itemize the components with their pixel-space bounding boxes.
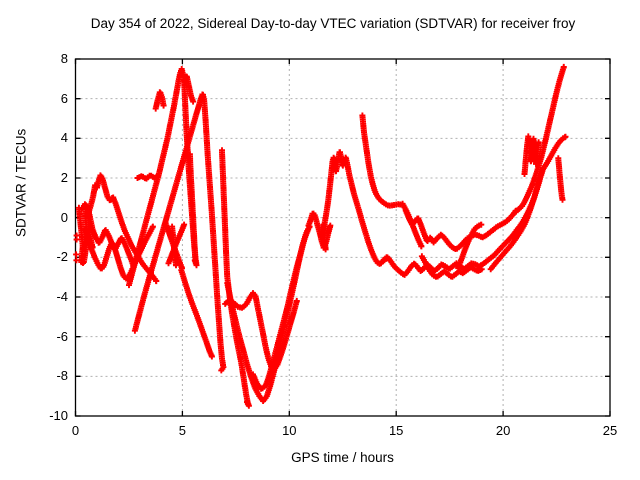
y-tick-label: -6	[56, 328, 68, 344]
series-mid-diagonal	[178, 267, 215, 360]
series-cluster-spur	[78, 201, 137, 269]
y-tick-label: 0	[60, 209, 68, 225]
x-tick-label: 0	[71, 423, 80, 438]
series-edge-ticks	[73, 232, 80, 264]
y-tick-label: 8	[60, 51, 68, 66]
x-tick-label: 15	[388, 423, 404, 438]
series-mid-peak	[319, 149, 390, 267]
x-tick-label: 5	[178, 423, 186, 438]
series-final-rise	[512, 63, 567, 215]
series-spike-13-5	[359, 112, 406, 209]
series-final-streak	[555, 155, 566, 203]
y-tick-label: 4	[60, 130, 68, 146]
y-tick-label: 2	[60, 170, 68, 185]
y-tick-label: -10	[49, 408, 68, 423]
y-tick-label: 6	[60, 90, 68, 106]
series-diag-main-peak	[126, 66, 197, 289]
chart-title: Day 354 of 2022, Sidereal Day-to-day VTE…	[90, 16, 576, 31]
y-tick-label: -4	[56, 289, 68, 304]
series-final-branch	[540, 133, 569, 172]
y-tick-label: -2	[56, 249, 68, 265]
series-diag-second-peak-descent	[131, 91, 227, 374]
x-tick-label: 20	[495, 423, 511, 438]
series-peak-hook	[152, 89, 167, 112]
series-rise-18	[455, 221, 485, 272]
x-tick-label: 10	[282, 423, 297, 438]
series-band-lower	[418, 253, 485, 280]
y-tick-label: -8	[56, 368, 68, 384]
series-descent-col-2	[186, 151, 199, 267]
x-tick-label: 25	[602, 423, 618, 438]
x-axis-label: GPS time / hours	[291, 450, 394, 465]
series-low-rise	[487, 166, 546, 273]
series-final-hatch	[521, 133, 542, 177]
series-knot-rise	[165, 221, 188, 267]
series-trough-bump	[222, 290, 300, 372]
